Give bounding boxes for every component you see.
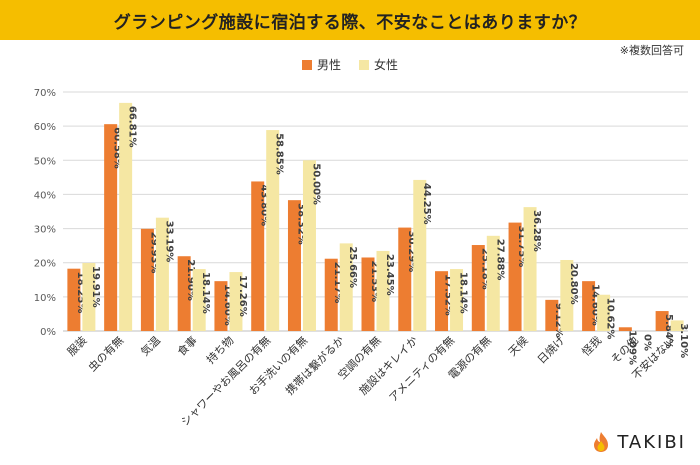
category-label: アメニティの有無 <box>386 333 457 404</box>
chart-title: グランピング施設に宿泊する際、不安なことはありますか？ <box>113 12 587 33</box>
data-label-female: 19.91% <box>90 266 101 308</box>
category-label: 服装 <box>65 334 90 359</box>
data-label-male: 18.25% <box>75 272 86 314</box>
category-label: 持ち物 <box>203 333 236 366</box>
bar-male <box>545 299 559 331</box>
data-label-female: 50.00% <box>310 163 321 205</box>
bar-male <box>67 268 81 331</box>
bar-female <box>339 243 353 331</box>
y-tick-label: 0% <box>40 327 56 338</box>
legend-label-male: 男性 <box>316 58 341 72</box>
data-label-male: 1.09% <box>626 330 637 365</box>
data-label-female: 66.81% <box>127 106 138 148</box>
y-tick-label: 10% <box>34 293 56 304</box>
bar-male <box>214 281 228 331</box>
bar-male <box>618 327 632 331</box>
category-label: 日焼け <box>535 334 568 367</box>
data-label-male: 9.12% <box>553 303 564 338</box>
bar-female <box>670 320 684 331</box>
y-tick-label: 40% <box>34 190 56 201</box>
bar-male <box>508 222 522 331</box>
y-tick-label: 60% <box>34 122 56 133</box>
category-label: 天候 <box>505 333 530 358</box>
bar-female <box>560 259 574 331</box>
category-label: 食事 <box>174 333 199 358</box>
bar-female <box>376 250 390 331</box>
bar-male <box>140 228 154 331</box>
data-label-male: 29.93% <box>148 232 159 274</box>
bar-female <box>119 102 133 331</box>
bar-male <box>361 257 375 331</box>
bar-female <box>266 130 280 331</box>
bar-male <box>582 281 596 331</box>
bar-female <box>413 179 427 331</box>
legend-swatch-male <box>301 59 312 70</box>
data-label-female: 18.14% <box>200 272 211 314</box>
data-label-female: 27.88% <box>494 239 505 281</box>
data-label-female: 58.85% <box>274 133 285 175</box>
data-label-female: 18.14% <box>458 272 469 314</box>
data-label-female: 44.25% <box>421 183 432 225</box>
legend-swatch-female <box>359 59 369 70</box>
y-tick-label: 50% <box>34 156 56 167</box>
category-label: 気温 <box>138 333 163 358</box>
category-label: 怪我 <box>579 333 604 358</box>
title-bar: グランピング施設に宿泊する際、不安なことはありますか？ <box>0 0 700 40</box>
bar-female <box>486 235 500 331</box>
legend: 男性 女性 <box>0 56 700 73</box>
data-label-male: 21.53% <box>369 260 380 302</box>
bar-male <box>435 271 449 331</box>
data-label-female: 17.26% <box>237 275 248 317</box>
data-label-female: 23.45% <box>384 254 395 296</box>
data-label-female: 10.62% <box>605 298 616 340</box>
data-label-female: 3.10% <box>678 323 689 358</box>
multiple-answers-note: ※複数回答可 <box>619 44 684 57</box>
bar-male <box>251 181 265 331</box>
data-label-female: 0% <box>641 334 652 351</box>
legend-item-female: 女性 <box>359 56 398 73</box>
data-label-male: 38.32% <box>295 203 306 245</box>
data-label-male: 30.29% <box>406 231 417 273</box>
data-label-male: 21.17% <box>332 262 343 304</box>
legend-item-male: 男性 <box>301 56 341 73</box>
data-label-female: 33.19% <box>163 221 174 263</box>
data-label-male: 31.75% <box>516 226 527 268</box>
category-label: 虫の有無 <box>85 333 126 374</box>
data-label-male: 43.80% <box>259 184 270 226</box>
bar-male <box>471 245 485 331</box>
y-tick-label: 30% <box>34 225 56 236</box>
bar-male <box>104 124 118 332</box>
data-label-male: 17.52% <box>443 274 454 316</box>
data-label-male: 60.58% <box>112 127 123 169</box>
bar-female <box>450 269 464 331</box>
legend-label-female: 女性 <box>374 58 399 72</box>
bar-male <box>287 200 301 331</box>
data-label-female: 25.66% <box>347 246 358 288</box>
bar-female <box>302 160 316 331</box>
flame-icon <box>594 432 609 452</box>
bar-male <box>324 258 338 331</box>
bar-male <box>177 256 191 331</box>
bar-female <box>82 263 96 331</box>
bar-male <box>398 227 412 331</box>
data-label-male: 21.90% <box>185 259 196 301</box>
y-tick-label: 70% <box>34 88 56 99</box>
bar-female <box>192 269 206 331</box>
y-tick-label: 20% <box>34 259 56 270</box>
bar-female <box>597 294 611 331</box>
data-label-male: 14.60% <box>222 284 233 326</box>
bar-female <box>155 217 169 331</box>
data-label-female: 20.80% <box>568 263 579 305</box>
data-label-male: 5.84% <box>663 314 674 349</box>
bar-female <box>229 272 243 331</box>
takibi-logo: TAKIBI <box>591 431 686 453</box>
data-label-male: 14.60% <box>590 284 601 326</box>
data-label-male: 25.18% <box>479 248 490 290</box>
data-label-female: 36.28% <box>531 210 542 252</box>
bar-male <box>655 311 669 331</box>
logo-text: TAKIBI <box>617 431 686 453</box>
bar-female <box>523 207 537 331</box>
